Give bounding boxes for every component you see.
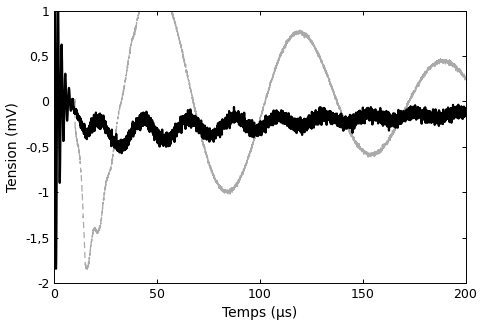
X-axis label: Temps (µs): Temps (µs) xyxy=(222,306,298,320)
Y-axis label: Tension (mV): Tension (mV) xyxy=(6,102,19,192)
